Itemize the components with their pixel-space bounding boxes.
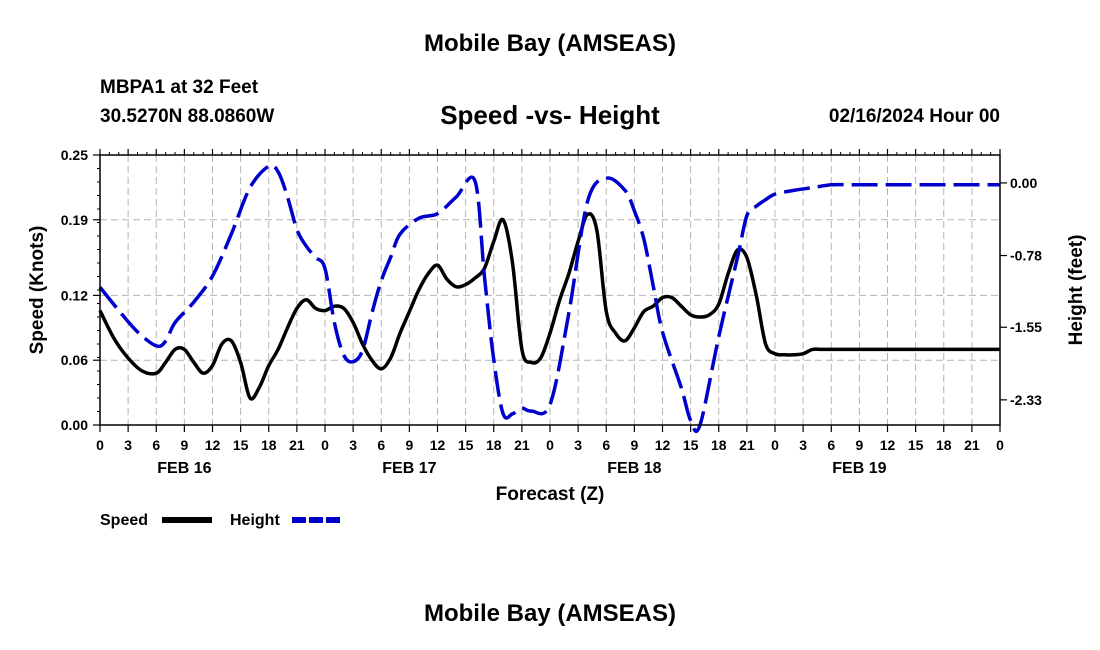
y-tick-label: 0.00 (61, 417, 88, 433)
x-tick-label: 3 (349, 437, 357, 453)
y-tick-label: 0.12 (61, 287, 88, 303)
x-tick-label: 21 (514, 437, 530, 453)
x-tick-label: 15 (458, 437, 474, 453)
x-tick-label: 0 (996, 437, 1004, 453)
x-tick-label: 12 (205, 437, 221, 453)
y2-tick-label: 0.00 (1010, 175, 1037, 191)
y-axis-title: Speed (Knots) (27, 226, 48, 355)
x-tick-label: 0 (96, 437, 104, 453)
x-tick-label: 9 (630, 437, 638, 453)
x-tick-label: 9 (405, 437, 413, 453)
y2-tick-label: -1.55 (1010, 319, 1042, 335)
y2-tick-label: -2.33 (1010, 392, 1042, 408)
x-tick-label: 15 (908, 437, 924, 453)
y2-axis-title: Height (feet) (1066, 235, 1087, 346)
station-label: MBPA1 at 32 Feet (100, 77, 259, 98)
x-tick-label: 9 (180, 437, 188, 453)
x-tick-label: 18 (486, 437, 502, 453)
chart-subtitle: Speed -vs- Height (440, 100, 660, 130)
date-label: FEB 17 (382, 460, 436, 477)
x-tick-label: 3 (574, 437, 582, 453)
x-tick-label: 12 (655, 437, 671, 453)
x-tick-label: 6 (152, 437, 160, 453)
x-tick-label: 6 (377, 437, 385, 453)
x-tick-label: 3 (124, 437, 132, 453)
legend-speed-label: Speed (100, 512, 148, 529)
plot-frame (99, 154, 1001, 426)
date-label: FEB 18 (607, 460, 661, 477)
date-label: FEB 19 (832, 460, 886, 477)
datetime-label: 02/16/2024 Hour 00 (828, 106, 1000, 127)
y-tick-label: 0.06 (61, 352, 88, 368)
x-tick-label: 12 (880, 437, 896, 453)
speed-series-line (98, 212, 1000, 401)
height-series-line (98, 163, 1000, 434)
grid-lines (100, 155, 1000, 425)
x-tick-label: 6 (602, 437, 610, 453)
y2-tick-label: -0.78 (1010, 248, 1042, 264)
x-tick-label: 0 (321, 437, 329, 453)
x-tick-label: 21 (289, 437, 305, 453)
x-tick-label: 15 (233, 437, 249, 453)
x-tick-label: 15 (683, 437, 699, 453)
coordinates-label: 30.5270N 88.0860W (100, 106, 275, 127)
x-tick-label: 3 (799, 437, 807, 453)
x-tick-label: 0 (546, 437, 554, 453)
x-tick-label: 12 (430, 437, 446, 453)
x-tick-label: 18 (936, 437, 952, 453)
x-tick-label: 0 (771, 437, 779, 453)
legend-height-label: Height (230, 512, 280, 529)
x-tick-label: 21 (739, 437, 755, 453)
legend: Speed Height (100, 512, 342, 529)
x-tick-label: 6 (827, 437, 835, 453)
x-tick-label: 21 (964, 437, 980, 453)
y-tick-label: 0.25 (61, 147, 88, 163)
footer-title: Mobile Bay (AMSEAS) (423, 600, 677, 627)
chart-title: Mobile Bay (AMSEAS) (423, 30, 677, 57)
axis-labels: 0 3 6 9 12 15 18 21 0 3 6 9 12 15 18 21 0 3 6 9 12 15 18 21 0 3 6 9… (61, 147, 1042, 477)
x-tick-label: 18 (261, 437, 277, 453)
date-label: FEB 16 (157, 460, 211, 477)
x-tick-label: 9 (855, 437, 863, 453)
series-lines (98, 163, 1000, 434)
y-tick-label: 0.19 (61, 212, 88, 228)
x-axis-title: Forecast (Z) (496, 484, 605, 505)
x-tick-label: 18 (711, 437, 727, 453)
